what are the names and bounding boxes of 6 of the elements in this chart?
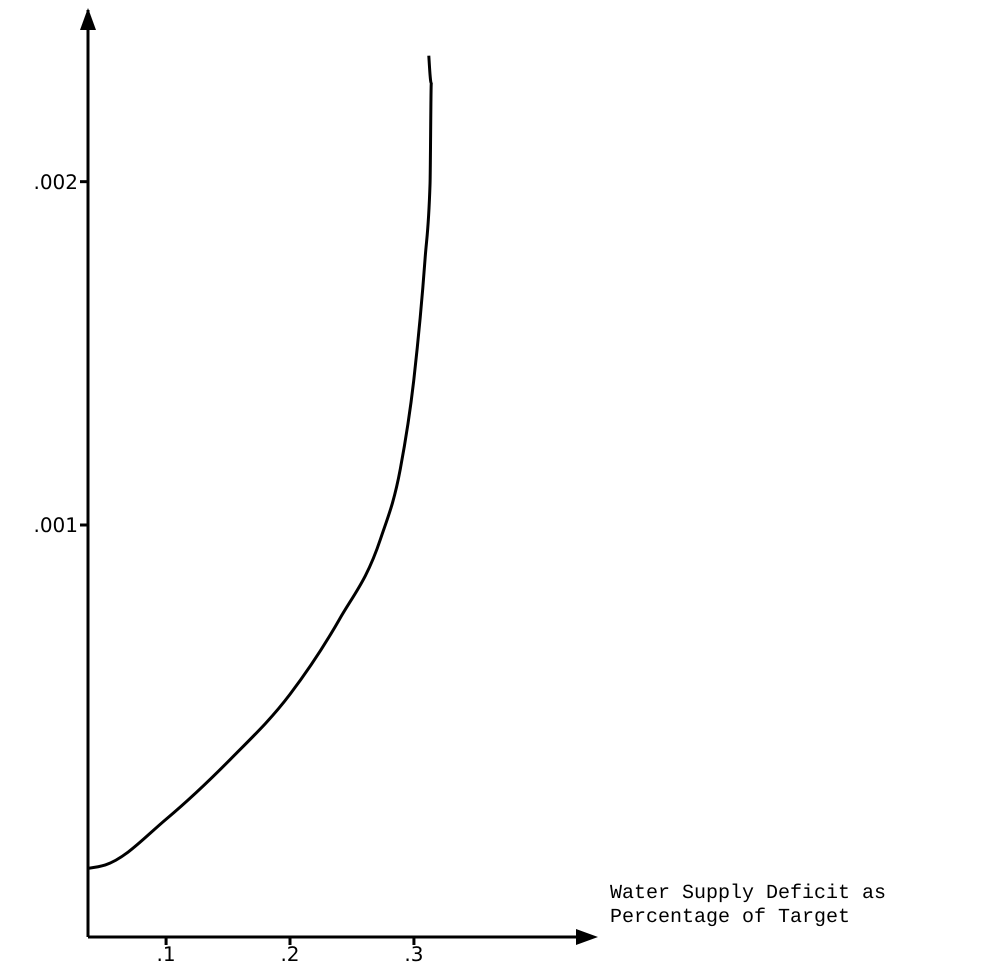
x-axis-title: Water Supply Deficit as Percentage of Target <box>610 882 888 930</box>
y-tick-label: .002 <box>33 170 78 194</box>
x-tick-label: .1 <box>156 942 176 966</box>
y-tick-label: .001 <box>33 513 78 538</box>
x-tick-label: .3 <box>404 942 424 966</box>
x-tick-label: .2 <box>280 942 300 966</box>
